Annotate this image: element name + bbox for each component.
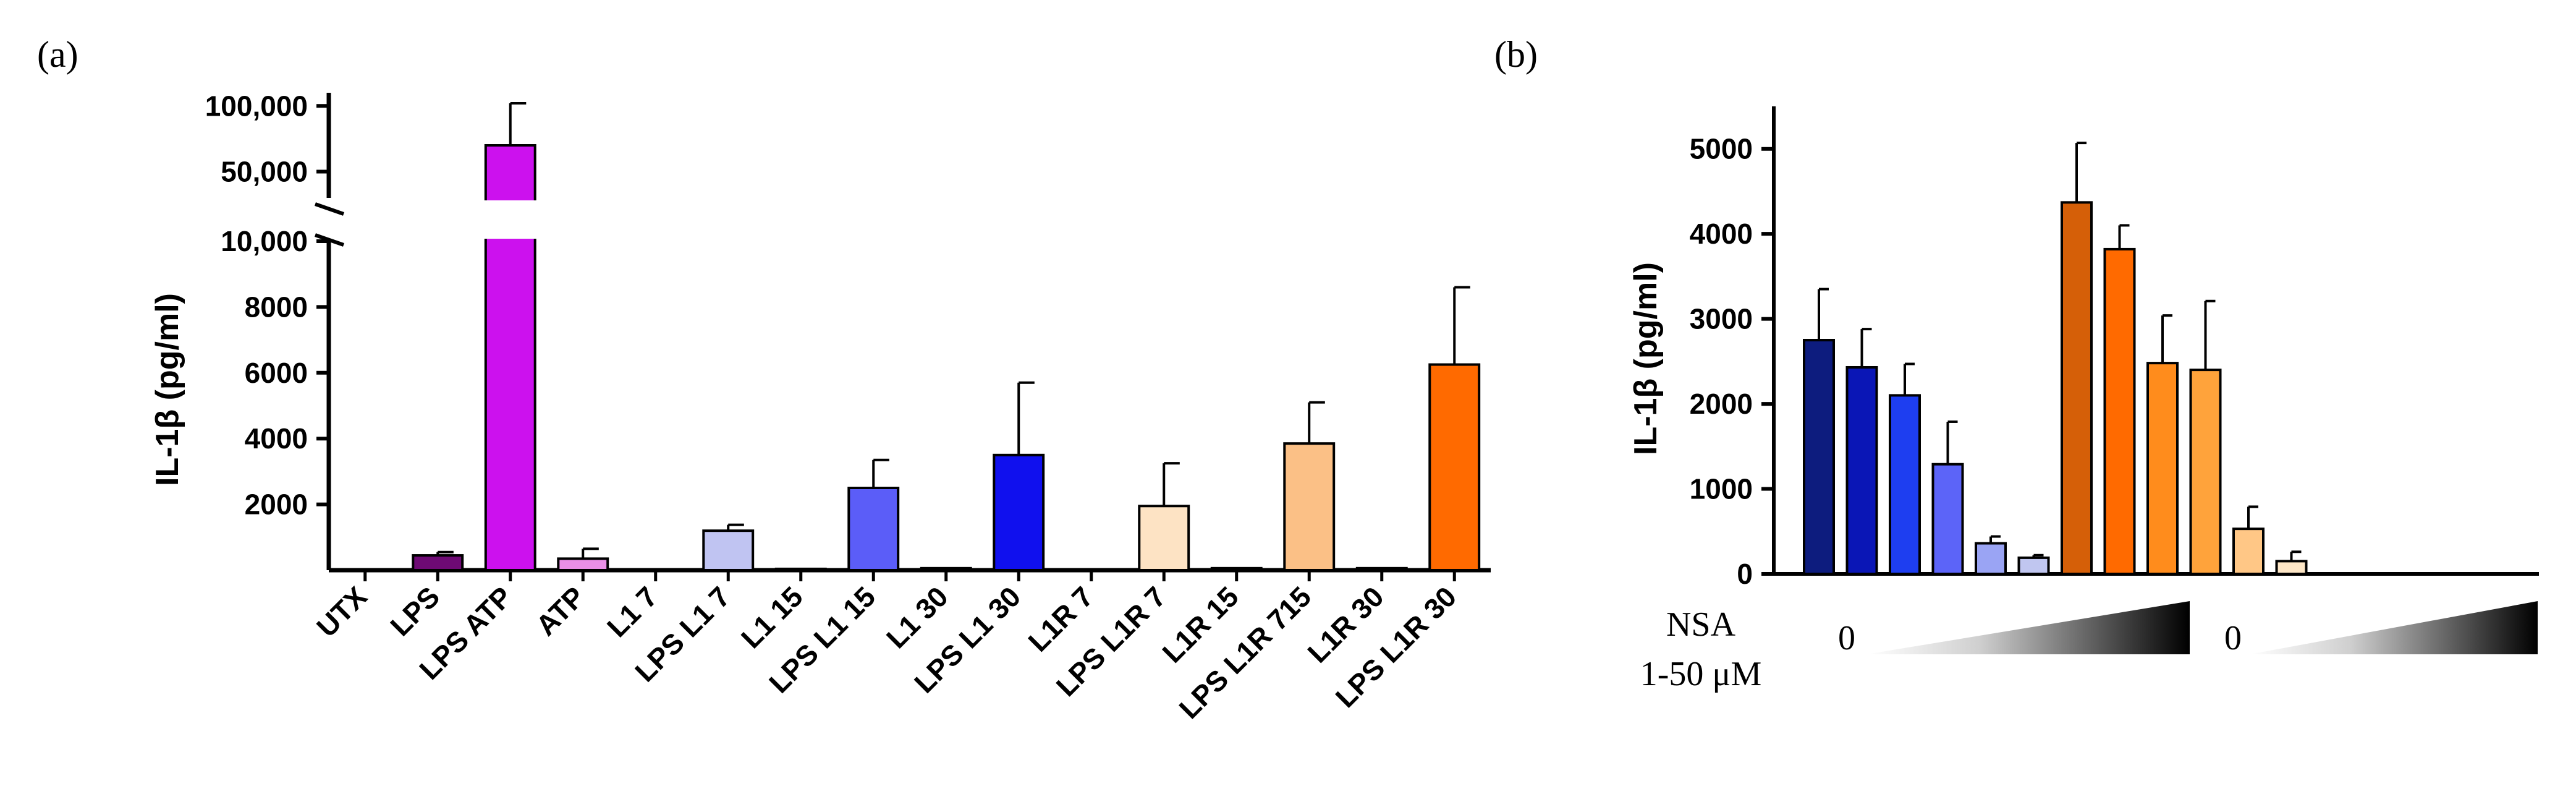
x-tick-label: UTX [310, 580, 373, 643]
bar-group-2-6 [2275, 560, 2308, 576]
bar-atp [557, 557, 609, 572]
bar-lps-l1-7 [702, 529, 755, 571]
concentration-gradient-wedge-1 [1866, 601, 2190, 654]
axis-break-gap [483, 200, 538, 239]
bar-l1-15 [774, 567, 827, 572]
bar-lps-l1r-715 [1283, 442, 1336, 571]
axis-break-mark-lower [315, 233, 344, 247]
y-tick-label: 2000 [245, 489, 308, 521]
panel-a-tick-labels: 2000 4000 6000 8000 10,000 50,000 100,000 UTX LP… [205, 90, 1463, 725]
bar-group-1-2 [1845, 365, 1878, 576]
bar-group-1-5 [1975, 542, 2007, 575]
panel-b-y-axis-label: IL-1β (pg/ml) [1628, 262, 1664, 455]
x-tick-label: ATP [530, 580, 591, 641]
bar-l1-30 [920, 566, 972, 571]
y-tick-label: 4000 [245, 422, 308, 455]
y-tick-label: 5000 [1690, 133, 1753, 165]
bar-group-2-5 [2232, 528, 2265, 576]
bar-group-2-1 [2061, 201, 2093, 576]
y-tick-label: 6000 [245, 357, 308, 389]
panel-a: (a) IL-1β (pg/ml) 2000 4000 6000 8000 10,000… [37, 34, 1491, 725]
bar-lps-l1r-30 [1428, 363, 1481, 571]
bar-lps [412, 554, 464, 571]
y-tick-label: 10,000 [221, 225, 308, 257]
panel-b: (b) IL-1β (pg/ml) 010002000300040005000 … [1494, 34, 2539, 693]
bar-group-1-1 [1803, 339, 1835, 575]
bar-l1r-15 [1210, 566, 1263, 571]
group-2-start-label: 0 [2224, 619, 2242, 657]
y-tick-label: 2000 [1690, 388, 1753, 420]
x-tick-label: L1 7 [601, 580, 664, 643]
bar-group-1-6 [2017, 556, 2050, 575]
axis-break-mark-upper [315, 202, 344, 216]
treatment-label: NSA [1666, 605, 1736, 644]
group-1-start-label: 0 [1838, 619, 1855, 657]
treatment-range-label: 1-50 μM [1640, 655, 1761, 693]
panel-b-label: (b) [1494, 34, 1538, 75]
x-tick-label: LPS [384, 580, 446, 642]
y-tick-label: 4000 [1690, 218, 1753, 250]
bar-group-1-4 [1931, 463, 1964, 576]
y-tick-label: 8000 [245, 291, 308, 323]
bar-lps-l1-30 [993, 453, 1045, 571]
y-tick-label: 100,000 [205, 90, 308, 122]
y-tick-label: 3000 [1690, 303, 1753, 335]
bar-lps-l1r-7 [1138, 505, 1190, 572]
panel-a-label: (a) [37, 34, 78, 75]
bar-group-2-4 [2189, 369, 2222, 575]
y-tick-label: 50,000 [221, 156, 308, 188]
bar-group-2-2 [2103, 247, 2136, 575]
panel-b-bars [1803, 142, 2308, 576]
panel-a-bars [412, 102, 1481, 572]
bar-l1r-30 [1355, 566, 1408, 571]
bar-group-1-3 [1889, 394, 1921, 575]
bar-group-2-3 [2146, 362, 2179, 575]
y-tick-label: 0 [1737, 558, 1753, 590]
panel-b-tick-labels: 0 1000 2000 3000 4000 5000 [1690, 133, 1753, 590]
panel-a-y-axis-label: IL-1β (pg/ml) [150, 293, 185, 486]
concentration-gradient-wedge-2 [2250, 601, 2538, 654]
y-tick-label: 1000 [1690, 473, 1753, 505]
bar-lps-l1-15 [847, 487, 900, 571]
